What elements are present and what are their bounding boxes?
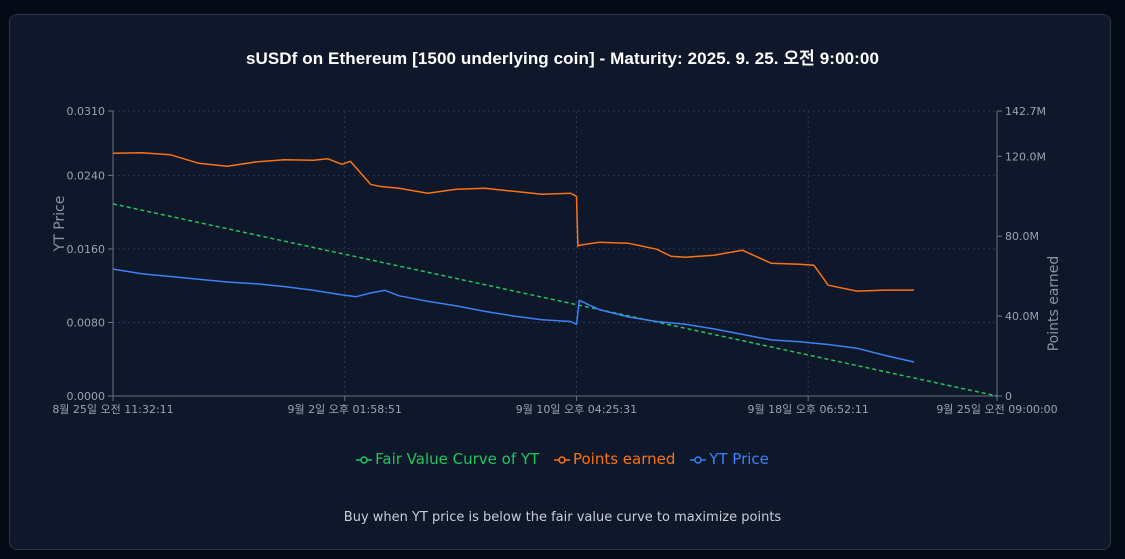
- x-tick-label: 9월 18일 오후 06:52:11: [747, 402, 868, 416]
- chart-legend: Fair Value Curve of YT Points earned YT …: [0, 450, 1125, 468]
- y-tick-label: 0.0310: [67, 105, 106, 118]
- legend-item-fair-value[interactable]: Fair Value Curve of YT: [356, 450, 539, 468]
- chart-title: sUSDf on Ethereum [1500 underlying coin]…: [245, 49, 880, 68]
- x-tick-label: 9월 10일 오후 04:25:31: [516, 402, 637, 416]
- legend-marker-points: [553, 455, 570, 464]
- x-tick-label: 8월 25일 오전 11:32:11: [52, 402, 173, 416]
- y2-tick-label: 0: [1005, 390, 1012, 403]
- legend-label-points: Points earned: [572, 450, 676, 468]
- legend-marker-yt-price: [690, 455, 707, 464]
- y-tick-label: 0.0240: [67, 169, 106, 182]
- y2-axis-title: Points earned: [1046, 256, 1062, 352]
- y2-tick-label: 120.0M: [1005, 150, 1046, 163]
- y-axis-title: YT Price: [52, 196, 68, 253]
- legend-item-yt-price[interactable]: YT Price: [690, 450, 769, 468]
- points-earned-line: [112, 151, 914, 292]
- y2-tick-label: 80.0M: [1005, 230, 1039, 243]
- y2-tick-label: 142.7M: [1005, 105, 1046, 118]
- yt-price-line: [112, 268, 915, 363]
- y-tick-label: 0.0080: [67, 316, 106, 329]
- chart-caption: Buy when YT price is below the fair valu…: [343, 510, 782, 525]
- x-tick-label: 9월 2일 오후 01:58:51: [288, 402, 402, 416]
- legend-label-fair-value: Fair Value Curve of YT: [375, 450, 540, 468]
- legend-label-yt-price: YT Price: [709, 450, 769, 468]
- x-tick-label: 9월 25일 오전 09:00:00: [936, 402, 1057, 416]
- fair-value-line: [112, 203, 998, 397]
- legend-marker-fair-value: [356, 455, 373, 464]
- y-tick-label: 0.0160: [67, 243, 106, 256]
- y2-tick-label: 40.0M: [1005, 310, 1039, 323]
- legend-item-points[interactable]: Points earned: [553, 450, 676, 468]
- y-tick-label: 0.0000: [67, 390, 106, 403]
